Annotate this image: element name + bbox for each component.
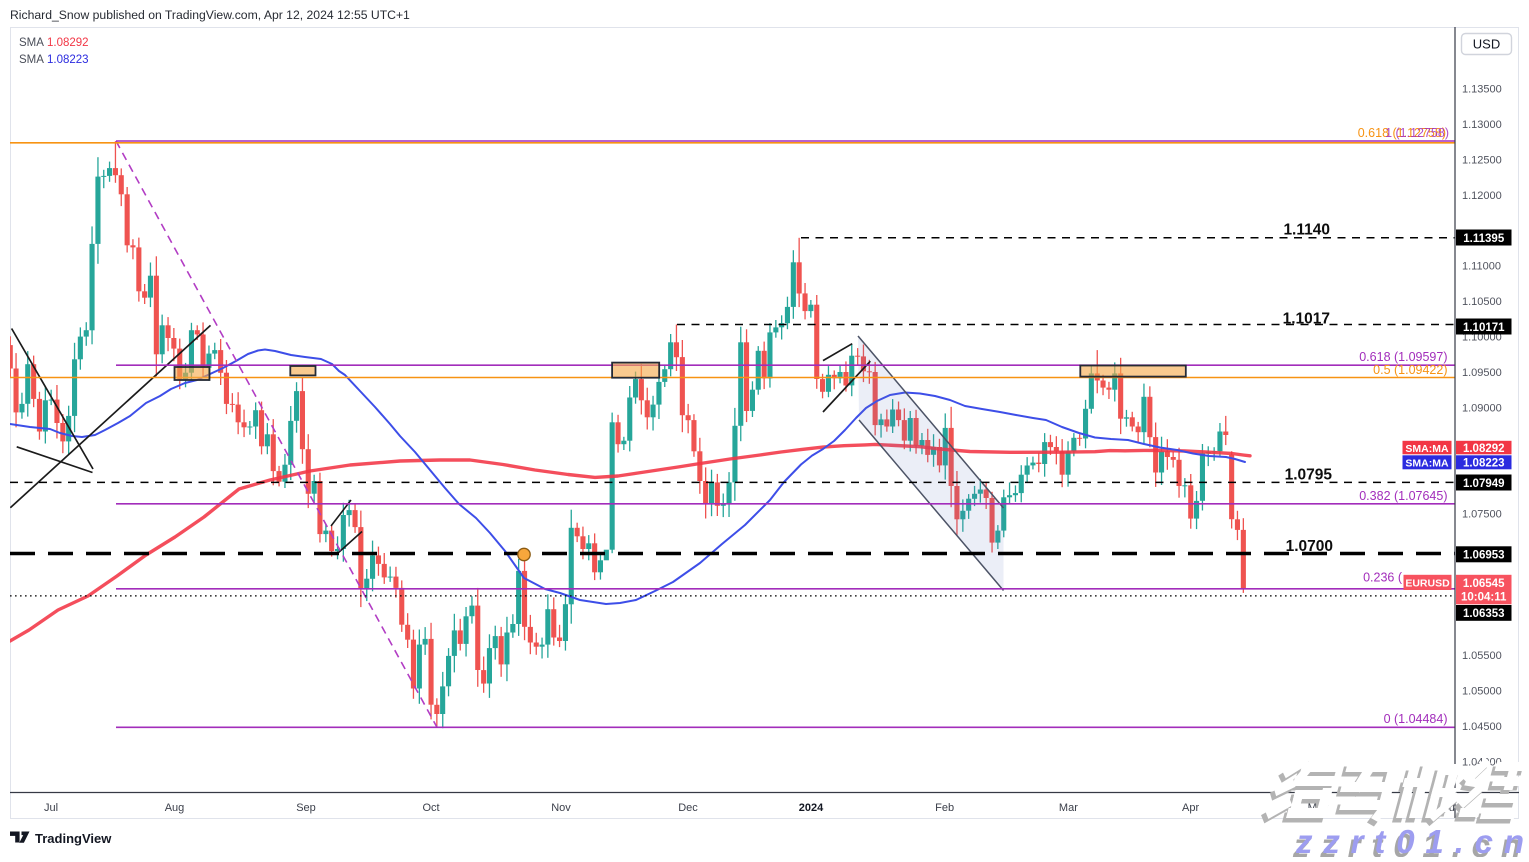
svg-text:1.08223: 1.08223	[47, 54, 89, 66]
svg-text:Sep: Sep	[296, 802, 316, 814]
svg-text:1.07949: 1.07949	[1463, 478, 1505, 490]
svg-text:1.13000: 1.13000	[1462, 119, 1502, 131]
svg-text:1.07500: 1.07500	[1462, 509, 1502, 521]
svg-text:1.0795: 1.0795	[1285, 467, 1333, 484]
svg-text:0.382 (1.07645): 0.382 (1.07645)	[1359, 489, 1447, 503]
svg-text:1.12000: 1.12000	[1462, 190, 1502, 202]
svg-text:Dec: Dec	[678, 802, 698, 814]
svg-text:0.5 (1.09422): 0.5 (1.09422)	[1373, 363, 1447, 377]
svg-text:1.13500: 1.13500	[1462, 84, 1502, 96]
svg-text:0.618 (1.09597): 0.618 (1.09597)	[1359, 350, 1447, 364]
svg-text:Oct: Oct	[422, 802, 439, 814]
svg-text:1.09000: 1.09000	[1462, 402, 1502, 414]
svg-text:2024: 2024	[799, 802, 824, 814]
svg-text:1.04500: 1.04500	[1462, 721, 1502, 733]
svg-text:1.11395: 1.11395	[1463, 233, 1505, 245]
svg-text:1.06953: 1.06953	[1463, 550, 1505, 562]
svg-text:SMA: SMA	[19, 37, 44, 49]
svg-text:1.06353: 1.06353	[1463, 608, 1505, 620]
svg-text:Jul: Jul	[44, 802, 58, 814]
svg-text:1.11000: 1.11000	[1462, 261, 1501, 273]
svg-text:Aug: Aug	[165, 802, 185, 814]
svg-text:SMA:MA: SMA:MA	[1405, 443, 1449, 455]
svg-text:Apr: Apr	[1182, 802, 1199, 814]
svg-text:1.08292: 1.08292	[1463, 443, 1505, 455]
svg-text:1.05000: 1.05000	[1462, 686, 1502, 698]
svg-text:zzrt01.cn: zzrt01.cn	[1292, 827, 1521, 857]
svg-text:1.1017: 1.1017	[1283, 311, 1330, 328]
svg-text:0.236 (: 0.236 (	[1363, 571, 1403, 585]
svg-text:Mar: Mar	[1059, 802, 1078, 814]
svg-text:1.0700: 1.0700	[1286, 538, 1333, 555]
svg-text:zzrt01.cn: zzrt01.cn	[1295, 823, 1524, 857]
svg-text:1.10500: 1.10500	[1462, 296, 1502, 308]
svg-text:1.08223: 1.08223	[1463, 458, 1505, 470]
svg-text:1.06545: 1.06545	[1463, 578, 1505, 590]
svg-text:1.1140: 1.1140	[1283, 222, 1330, 239]
svg-text:Nov: Nov	[551, 802, 571, 814]
svg-text:EURUSD: EURUSD	[1405, 578, 1450, 590]
svg-text:Feb: Feb	[935, 802, 954, 814]
svg-text:Richard_Snow published on Trad: Richard_Snow published on TradingView.co…	[10, 8, 410, 22]
svg-text:1.10171: 1.10171	[1463, 322, 1505, 334]
svg-text:1.09500: 1.09500	[1462, 367, 1502, 379]
svg-text:SMA: SMA	[19, 54, 44, 66]
svg-text:10:04:11: 10:04:11	[1461, 592, 1507, 604]
svg-text:USD: USD	[1473, 37, 1500, 52]
svg-text:0.618 (1.12758): 0.618 (1.12758)	[1358, 126, 1446, 140]
svg-text:0 (1.04484): 0 (1.04484)	[1384, 712, 1448, 726]
svg-text:1.05500: 1.05500	[1462, 650, 1502, 662]
svg-text:SMA:MA: SMA:MA	[1405, 458, 1449, 470]
svg-text:1.08292: 1.08292	[47, 37, 89, 49]
svg-text:1.12500: 1.12500	[1462, 155, 1502, 167]
svg-text:1 (1.12758): 1 (1.12758)	[1385, 126, 1449, 140]
svg-text:TradingView: TradingView	[35, 831, 112, 846]
